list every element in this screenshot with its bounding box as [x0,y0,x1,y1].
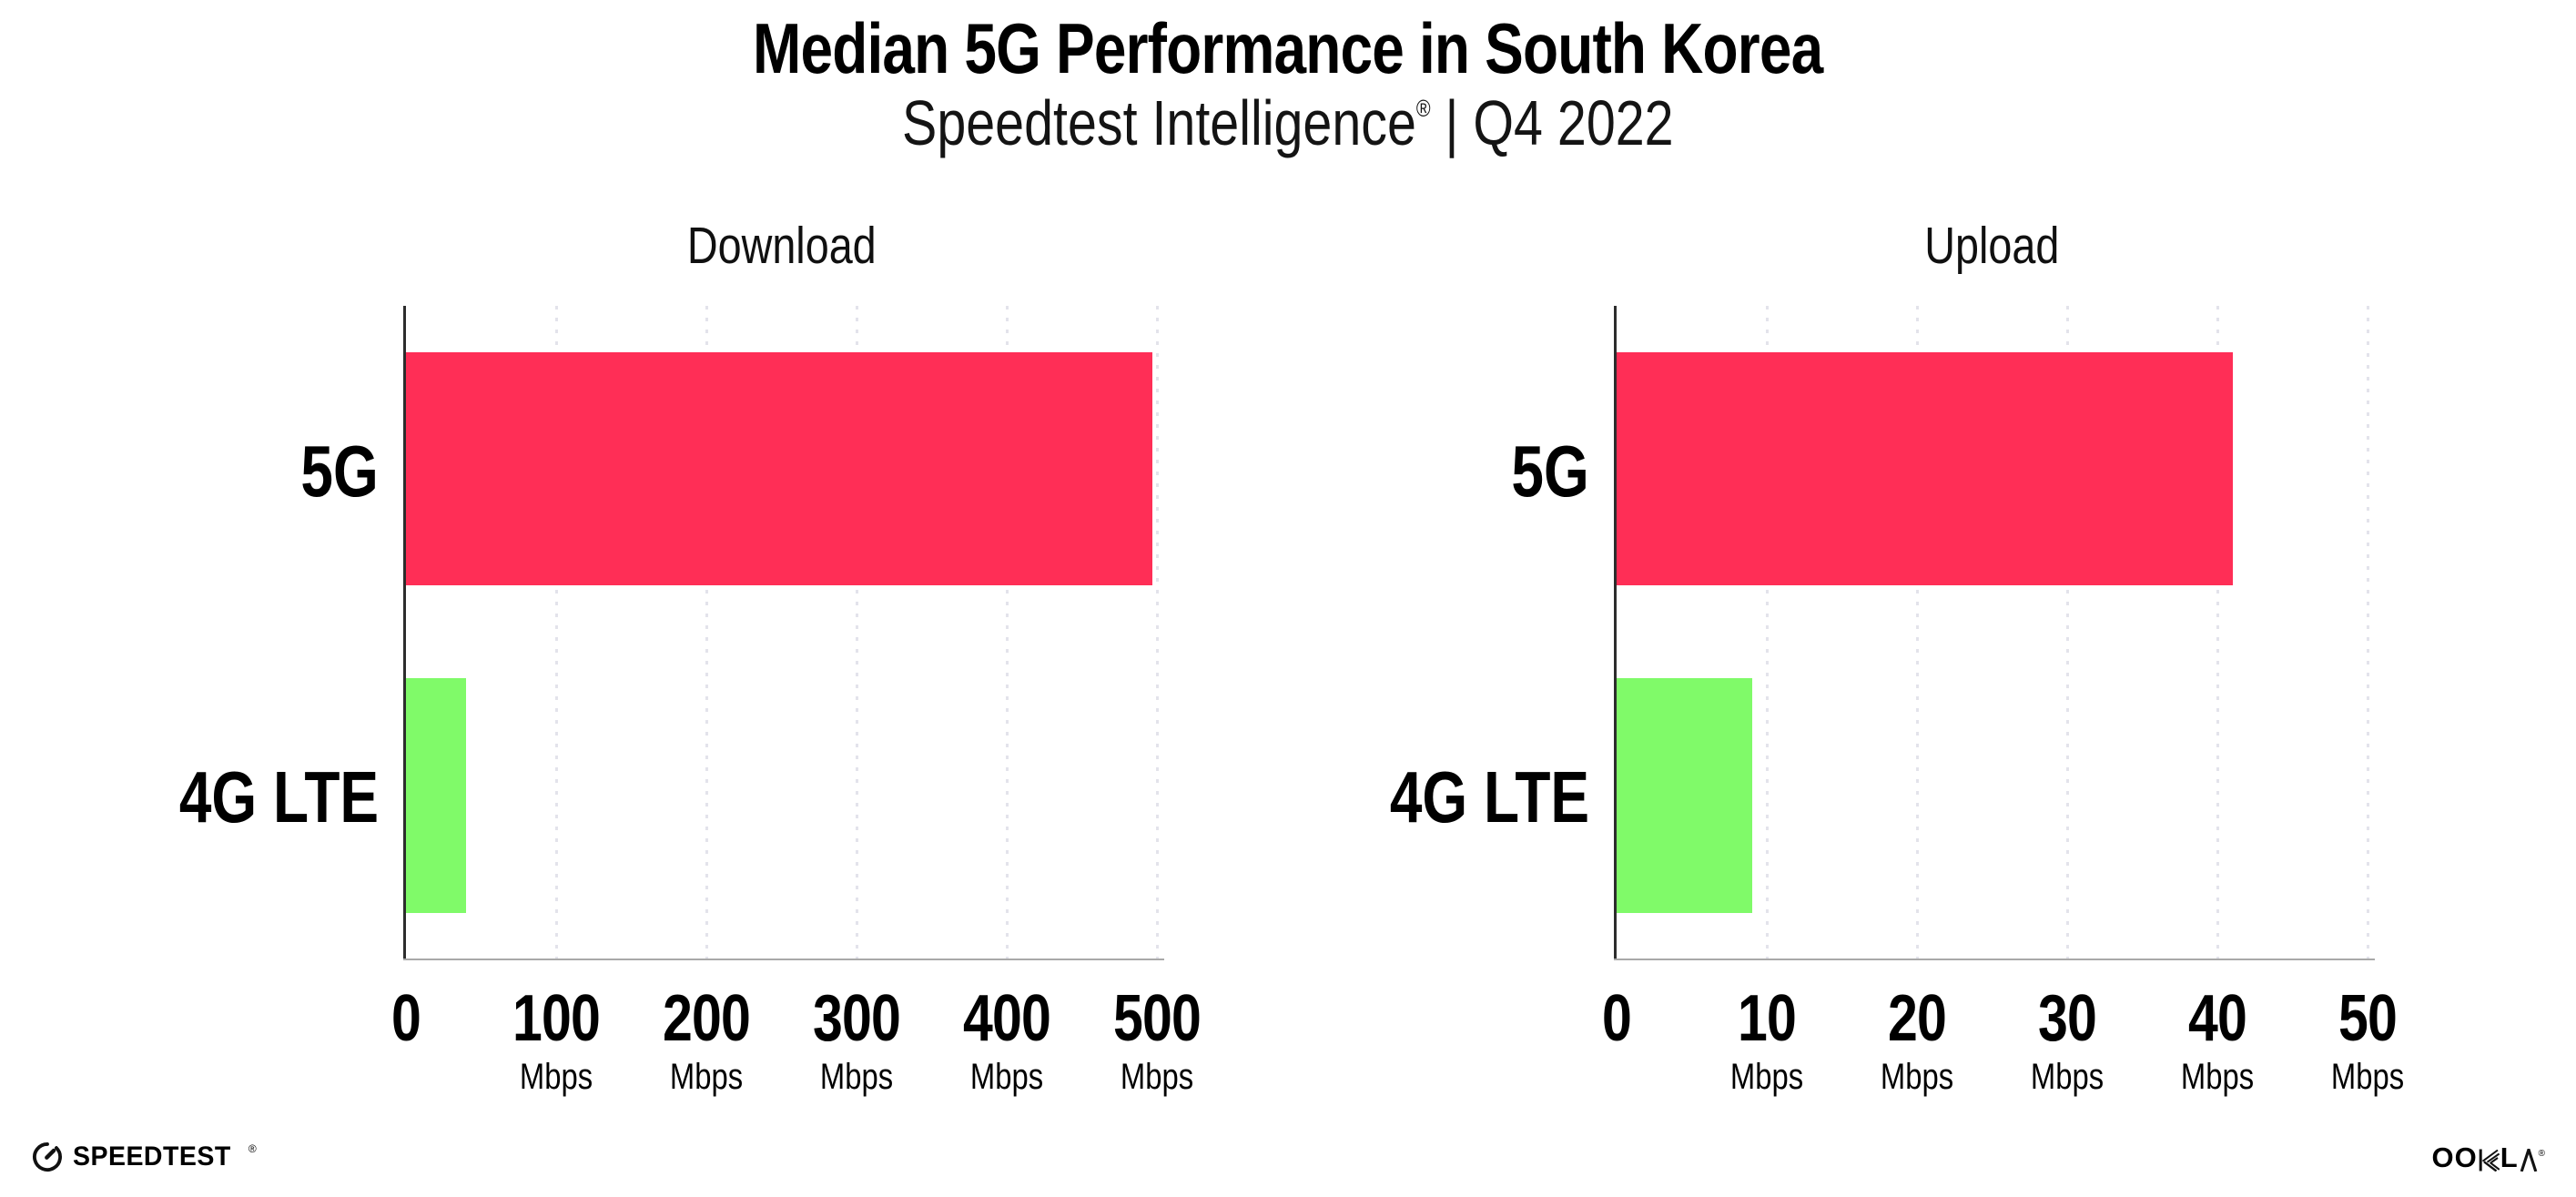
gridline-200 [705,306,708,959]
bar-5g-download [406,351,1153,585]
category-axis: 5G 4G LTE [1356,306,1617,959]
gridline-20 [1915,306,1919,959]
x-tick-unit: Mbps [819,1057,894,1097]
category-label-5g: 5G [300,431,379,512]
gridline-100 [554,306,558,959]
x-tick-0: 0 [1601,959,1632,1055]
x-tick-400: 400 Mbps [962,959,1051,1097]
x-tick-value: 300 [812,982,901,1055]
x-tick-value: 30 [2037,982,2097,1055]
bar-5g-upload [1617,351,2233,585]
x-tick-value: 0 [390,982,421,1055]
subtitle-brand: Speedtest Intelligence [902,86,1417,158]
ookla-logo: OO L ® [2431,1143,2545,1172]
chart-panel-upload: Upload 5G 4G LTE 0 10 Mbps 20 Mbps 30 Mbps 40 Mbps 5… [1356,214,2404,1095]
chart-title-upload: Upload [1617,214,2368,278]
gridline-30 [2065,306,2069,959]
chart-title-text: Upload [1924,217,2060,275]
x-tick-unit: Mbps [1120,1057,1194,1097]
x-tick-100: 100 Mbps [512,959,601,1097]
gridline-300 [855,306,858,959]
y-axis-line [403,306,406,960]
x-tick-unit: Mbps [2180,1057,2255,1097]
plot-body-upload: 5G 4G LTE [1356,306,2375,960]
speedtest-logo: SPEEDTEST ® [31,1141,257,1173]
x-tick-200: 200 Mbps [662,959,751,1097]
x-tick-value: 100 [512,982,601,1055]
header: Median 5G Performance in South Korea Spe… [0,0,2576,155]
x-tick-value: 40 [2187,982,2247,1055]
bar-4g-lte-download [406,677,466,913]
chart-panel-download: Download 5G 4G LTE 0 100 Mbps 200 Mbps 300 Mbps 40… [146,214,1202,1097]
y-axis-line [1614,306,1617,960]
x-tick-value: 20 [1887,982,1947,1055]
plot-area-upload [1614,306,2375,960]
x-tick-unit: Mbps [969,1057,1044,1097]
ookla-oo-letters: OO [2431,1141,2478,1173]
x-tick-500: 500 Mbps [1112,959,1202,1097]
x-tick-value: 0 [1601,982,1632,1055]
x-axis-download: 0 100 Mbps 200 Mbps 300 Mbps 400 Mbps 500 Mbps [391,959,1202,1097]
bar-4g-lte-upload [1617,677,1752,913]
charts-row: Download 5G 4G LTE 0 100 Mbps 200 Mbps 300 Mbps 40… [146,214,2404,1097]
x-tick-0: 0 [391,959,421,1051]
x-tick-value: 50 [2338,982,2398,1055]
chart-title-text: Download [686,217,877,275]
x-tick-unit: Mbps [2330,1057,2405,1097]
category-label-4g-lte: 4G LTE [1389,756,1589,837]
speedtest-registered-mark: ® [248,1142,257,1155]
x-tick-unit: Mbps [2030,1057,2104,1097]
x-tick-value: 400 [962,982,1051,1055]
gridline-40 [2216,306,2219,959]
x-tick-unit: Mbps [1880,1057,1954,1097]
speedtest-gauge-icon [31,1141,64,1173]
page-subtitle: Speedtest Intelligence® | Q4 2022 [0,91,2576,155]
subtitle-period: | Q4 2022 [1430,86,1674,158]
ookla-registered-mark: ® [2538,1149,2545,1159]
category-label-4g-lte: 4G LTE [178,756,379,837]
x-tick-30: 30 Mbps [2031,959,2104,1095]
x-tick-300: 300 Mbps [812,959,901,1097]
gridline-10 [1765,306,1769,959]
ookla-k-icon [2479,1149,2500,1172]
x-tick-unit: Mbps [1729,1057,1804,1097]
x-tick-value: 500 [1112,982,1202,1055]
x-axis-line [1614,959,2375,960]
gridline-400 [1005,306,1009,959]
x-tick-20: 20 Mbps [1881,959,1953,1095]
x-axis-upload: 0 10 Mbps 20 Mbps 30 Mbps 40 Mbps 50 Mbps [1602,959,2404,1095]
speedtest-wordmark: SPEEDTEST [73,1141,231,1172]
page-title: Median 5G Performance in South Korea [753,8,1823,88]
x-tick-value: 200 [662,982,751,1055]
registered-mark: ® [1416,95,1431,123]
x-tick-unit: Mbps [669,1057,744,1097]
plot-area-download [403,306,1164,960]
x-tick-10: 10 Mbps [1730,959,1803,1095]
x-axis-line [403,959,1164,960]
x-tick-value: 10 [1737,982,1797,1055]
plot-body-download: 5G 4G LTE [146,306,1164,960]
chart-title-download: Download [406,214,1157,278]
category-label-5g: 5G [1511,431,1589,512]
ookla-l-letter: L [2500,1141,2519,1173]
gridline-50 [2366,306,2369,959]
x-tick-50: 50 Mbps [2331,959,2404,1095]
x-tick-unit: Mbps [519,1057,593,1097]
x-tick-40: 40 Mbps [2181,959,2254,1095]
ookla-a-icon [2520,1149,2538,1172]
category-axis: 5G 4G LTE [146,306,406,959]
gridline-500 [1155,306,1159,959]
